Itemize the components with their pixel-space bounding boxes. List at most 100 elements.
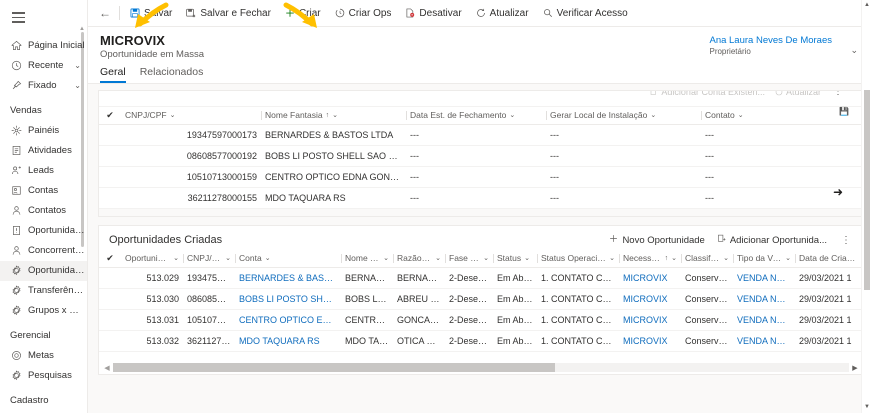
table-row[interactable]: 10510713000159 CENTRO OPTICO EDNA GONCAL…: [99, 166, 863, 188]
chevron-down-icon[interactable]: ⌄: [435, 255, 441, 263]
row-checkbox[interactable]: [99, 124, 121, 146]
cell-necessidade[interactable]: MICROVIX: [619, 267, 681, 289]
adicionar-conta-existente-action[interactable]: Adicionar Conta Existen...: [650, 91, 765, 97]
sidebar-item-contatos[interactable]: Contatos: [0, 201, 87, 221]
select-all-checkbox[interactable]: ✔: [99, 250, 121, 268]
cell-tipo-venda[interactable]: VENDA NOVA: [733, 288, 795, 310]
chevron-down-icon[interactable]: ⌄: [609, 255, 615, 263]
col-nome-fantasia[interactable]: Nome Fantasia ↑ ⌄: [261, 107, 406, 125]
cell-necessidade[interactable]: MICROVIX: [619, 309, 681, 331]
cell-conta[interactable]: CENTRO OPTICO EDNA GONÇ: [235, 309, 341, 331]
atualizar-button[interactable]: Atualizar: [469, 2, 536, 24]
cell-tipo-venda[interactable]: VENDA NOVA: [733, 267, 795, 289]
sidebar-item-pagina-inicial[interactable]: Página Inicial: [0, 36, 87, 56]
atualizar-subgrid-action[interactable]: Atualizar: [775, 91, 821, 97]
chevron-down-icon[interactable]: ⌄: [74, 81, 81, 90]
select-all-checkbox[interactable]: ✔: [99, 107, 121, 125]
sidebar-item-oportunidades[interactable]: Oportunidades: [0, 221, 87, 241]
sidebar-item-atividades[interactable]: Atividades: [0, 141, 87, 161]
col-nome-fantasia[interactable]: Nome Fant...⌄: [341, 250, 393, 268]
back-arrow-icon[interactable]: ←: [99, 6, 111, 20]
owner-field[interactable]: Ana Laura Neves De Moraes Proprietário: [709, 35, 832, 56]
desativar-button[interactable]: Desativar: [398, 2, 468, 24]
sidebar-item-fixado[interactable]: Fixado ⌄: [0, 76, 87, 96]
table-row[interactable]: 513.030 08608577... BOBS LI POSTO SHELL …: [99, 288, 863, 310]
row-checkbox[interactable]: [99, 166, 121, 188]
col-tipo-venda[interactable]: Tipo da Venda⌄: [733, 250, 795, 268]
table-row[interactable]: 513.029 19347597... BERNARDES & BASTOS L…: [99, 267, 863, 289]
sidebar-scroll-up-icon[interactable]: ▲: [79, 26, 85, 32]
chevron-down-icon[interactable]: ⌄: [650, 112, 657, 120]
page-scrollbar[interactable]: ▲ ▼: [861, 0, 872, 413]
save-and-close-button[interactable]: Salvar e Fechar: [179, 2, 278, 24]
novo-oportunidade-button[interactable]: Novo Oportunidade: [609, 234, 705, 246]
hamburger-icon[interactable]: [0, 0, 87, 36]
chevron-down-icon[interactable]: ⌄: [74, 61, 81, 70]
adicionar-oportunidade-button[interactable]: Adicionar Oportunida...: [717, 234, 827, 246]
chevron-down-icon[interactable]: ⌄: [509, 112, 516, 120]
row-checkbox[interactable]: [99, 145, 121, 167]
col-necessidade-cliente[interactable]: Necessidade do Cliente↑⌄: [619, 250, 681, 268]
col-status-operacional[interactable]: Status Operacional ⌄: [537, 250, 619, 268]
sidebar-item-leads[interactable]: Leads: [0, 161, 87, 181]
chevron-down-icon[interactable]: ⌄: [723, 255, 729, 263]
col-razao-social[interactable]: Razão Soci...⌄: [393, 250, 445, 268]
table-row[interactable]: 08608577000192 BOBS LI POSTO SHELL SAO G…: [99, 145, 863, 167]
cell-tipo-venda[interactable]: VENDA NOVA: [733, 309, 795, 331]
save-button[interactable]: Salvar: [123, 2, 179, 24]
table-row[interactable]: 513.031 10510713... CENTRO OPTICO EDNA G…: [99, 309, 863, 331]
table-row[interactable]: 19347597000173 BERNARDES & BASTOS LTDA -…: [99, 124, 863, 146]
row-checkbox[interactable]: [99, 330, 121, 352]
row-checkbox[interactable]: [99, 309, 121, 331]
page-scroll-thumb[interactable]: [864, 90, 870, 290]
scroll-down-icon[interactable]: ▼: [864, 404, 870, 410]
chevron-down-icon[interactable]: ⌄: [524, 255, 530, 263]
scroll-thumb[interactable]: [113, 363, 555, 372]
col-classificacao[interactable]: Classificação⌄: [681, 250, 733, 268]
more-vertical-icon[interactable]: ⋮: [841, 234, 851, 246]
sidebar-item-pesquisas[interactable]: Pesquisas: [0, 366, 87, 386]
chevron-down-icon[interactable]: ⌄: [383, 255, 389, 263]
chevron-down-icon[interactable]: ⌄: [850, 45, 858, 55]
sidebar-item-concorrentes[interactable]: Concorrentes: [0, 241, 87, 261]
verificar-acesso-button[interactable]: Verificar Acesso: [536, 2, 635, 24]
scroll-right-icon[interactable]: ▶: [852, 364, 858, 372]
chevron-down-icon[interactable]: ⌄: [264, 255, 271, 263]
chevron-down-icon[interactable]: ⌄: [169, 112, 176, 120]
row-checkbox[interactable]: [99, 187, 121, 209]
scroll-track[interactable]: [113, 363, 849, 372]
cell-necessidade[interactable]: MICROVIX: [619, 288, 681, 310]
col-gerar-local-instalacao[interactable]: Gerar Local de Instalação ⌄: [546, 107, 701, 125]
col-cnpj-cpf[interactable]: CNPJ/CPF (...⌄: [183, 250, 235, 268]
sidebar-item-transferencias[interactable]: Transferências de...: [0, 281, 87, 301]
col-fase-pipeline[interactable]: Fase de Pip...⌄: [445, 250, 493, 268]
col-cnpj-cpf[interactable]: CNPJ/CPF ⌄: [121, 107, 261, 125]
chevron-down-icon[interactable]: ⌄: [785, 255, 791, 263]
chevron-down-icon[interactable]: ⌄: [671, 255, 677, 263]
owner-name[interactable]: Ana Laura Neves De Moraes: [709, 35, 832, 46]
sidebar-item-contas[interactable]: Contas: [0, 181, 87, 201]
col-contato[interactable]: Contato ⌄: [701, 107, 863, 125]
save-grid-icon[interactable]: 💾: [839, 107, 849, 116]
grid2-horizontal-scrollbar[interactable]: ◀ ▶: [99, 361, 863, 374]
scroll-up-icon[interactable]: ▲: [864, 2, 870, 8]
tab-relacionados[interactable]: Relacionados: [139, 66, 204, 78]
more-vertical-icon[interactable]: ⋮: [833, 91, 843, 97]
cell-conta[interactable]: MDO TAQUARA RS: [235, 330, 341, 352]
cell-necessidade[interactable]: MICROVIX: [619, 330, 681, 352]
table-row[interactable]: 513.032 36211278... MDO TAQUARA RS MDO T…: [99, 330, 863, 352]
col-data-criacao[interactable]: Data de Criação: [795, 250, 863, 268]
col-data-est-fechamento[interactable]: Data Est. de Fechamento ⌄: [406, 107, 546, 125]
row-checkbox[interactable]: [99, 267, 121, 289]
sidebar-item-recente[interactable]: Recente ⌄: [0, 56, 87, 76]
col-conta[interactable]: Conta ⌄: [235, 250, 341, 268]
col-status[interactable]: Status ⌄: [493, 250, 537, 268]
chevron-down-icon[interactable]: ⌄: [483, 255, 489, 263]
expand-arrow-icon[interactable]: ➜: [832, 185, 843, 199]
table-row[interactable]: 36211278000155 MDO TAQUARA RS --- --- --…: [99, 187, 863, 209]
scroll-left-icon[interactable]: ◀: [104, 364, 110, 372]
criar-ops-button[interactable]: Criar Ops: [328, 2, 399, 24]
cell-conta[interactable]: BERNARDES & BASTOS LTDA: [235, 267, 341, 289]
sidebar-item-paineis[interactable]: Painéis: [0, 121, 87, 141]
chevron-down-icon[interactable]: ⌄: [737, 112, 744, 120]
